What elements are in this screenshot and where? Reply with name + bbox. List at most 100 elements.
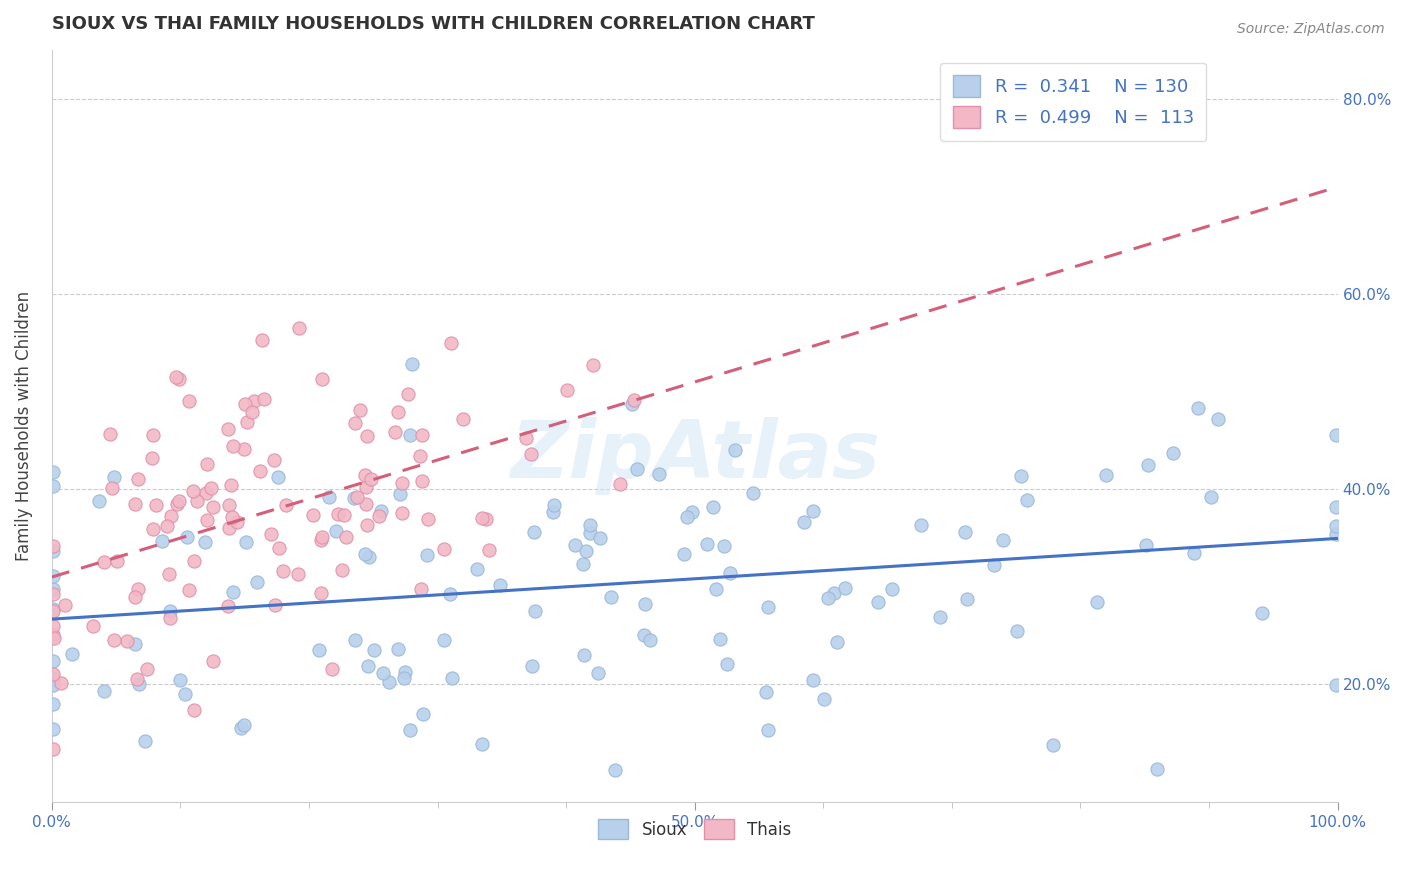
Point [197, 513, 219, 527]
Point [724, 442, 747, 457]
Point [412, 706, 434, 721]
Point [183, 553, 205, 567]
Point [681, 505, 703, 519]
Point [401, 357, 423, 371]
Point [333, 508, 356, 522]
Text: Source: ZipAtlas.com: Source: ZipAtlas.com [1237, 22, 1385, 37]
Point [370, 504, 392, 518]
Point [599, 590, 621, 604]
Text: SIOUX VS THAI FAMILY HOUSEHOLDS WITH CHILDREN CORRELATION CHART: SIOUX VS THAI FAMILY HOUSEHOLDS WITH CHI… [52, 15, 814, 33]
Point [93, 683, 115, 698]
Point [388, 487, 411, 501]
Point [311, 372, 333, 386]
Point [42, 587, 65, 601]
Point [1005, 624, 1028, 638]
Point [194, 534, 217, 549]
Point [233, 718, 256, 732]
Point [953, 524, 976, 539]
Point [219, 477, 242, 491]
Point [218, 498, 240, 512]
Point [371, 665, 394, 680]
Point [42, 619, 65, 633]
Point [541, 506, 564, 520]
Point [233, 397, 256, 411]
Point [357, 549, 380, 564]
Point [174, 687, 197, 701]
Point [1085, 595, 1108, 609]
Point [253, 392, 276, 407]
Point [145, 498, 167, 512]
Point [82, 619, 104, 633]
Point [240, 405, 263, 419]
Point [325, 524, 347, 538]
Point [387, 641, 409, 656]
Point [42, 628, 65, 642]
Point [245, 575, 267, 590]
Point [42, 672, 65, 686]
Point [696, 536, 718, 550]
Point [384, 425, 406, 439]
Point [194, 486, 217, 500]
Point [326, 507, 349, 521]
Point [44, 632, 66, 646]
Point [134, 734, 156, 748]
Point [439, 587, 461, 601]
Point [575, 543, 598, 558]
Point [195, 457, 218, 471]
Point [709, 632, 731, 647]
Point [346, 490, 368, 504]
Point [1017, 493, 1039, 508]
Point [159, 566, 181, 581]
Point [166, 496, 188, 510]
Point [235, 534, 257, 549]
Point [793, 515, 815, 529]
Point [98, 427, 121, 442]
Point [42, 604, 65, 618]
Point [42, 602, 65, 616]
Point [1187, 401, 1209, 416]
Point [1135, 538, 1157, 552]
Point [718, 566, 741, 581]
Text: ZipAtlas: ZipAtlas [510, 417, 880, 495]
Point [647, 467, 669, 481]
Point [572, 557, 595, 571]
Point [221, 510, 243, 524]
Point [704, 582, 727, 596]
Point [218, 521, 240, 535]
Point [287, 567, 309, 582]
Point [356, 429, 378, 443]
Point [288, 321, 311, 335]
Point [128, 677, 150, 691]
Point [321, 662, 343, 676]
Point [398, 428, 420, 442]
Point [309, 533, 332, 548]
Point [515, 431, 537, 445]
Point [451, 412, 474, 426]
Point [159, 611, 181, 625]
Point [202, 500, 225, 514]
Point [242, 394, 264, 409]
Point [605, 764, 627, 778]
Point [53, 598, 76, 612]
Point [394, 665, 416, 680]
Point [1163, 446, 1185, 460]
Point [103, 632, 125, 647]
Point [813, 692, 835, 706]
Point [398, 723, 420, 738]
Point [572, 648, 595, 662]
Point [433, 541, 456, 556]
Point [217, 421, 239, 435]
Point [93, 555, 115, 569]
Point [478, 542, 501, 557]
Point [159, 604, 181, 618]
Point [267, 469, 290, 483]
Point [543, 498, 565, 512]
Point [392, 672, 415, 686]
Point [555, 383, 578, 397]
Point [633, 628, 655, 642]
Y-axis label: Family Households with Children: Family Households with Children [15, 291, 32, 561]
Point [42, 568, 65, 582]
Point [391, 506, 413, 520]
Point [564, 538, 586, 552]
Point [101, 481, 124, 495]
